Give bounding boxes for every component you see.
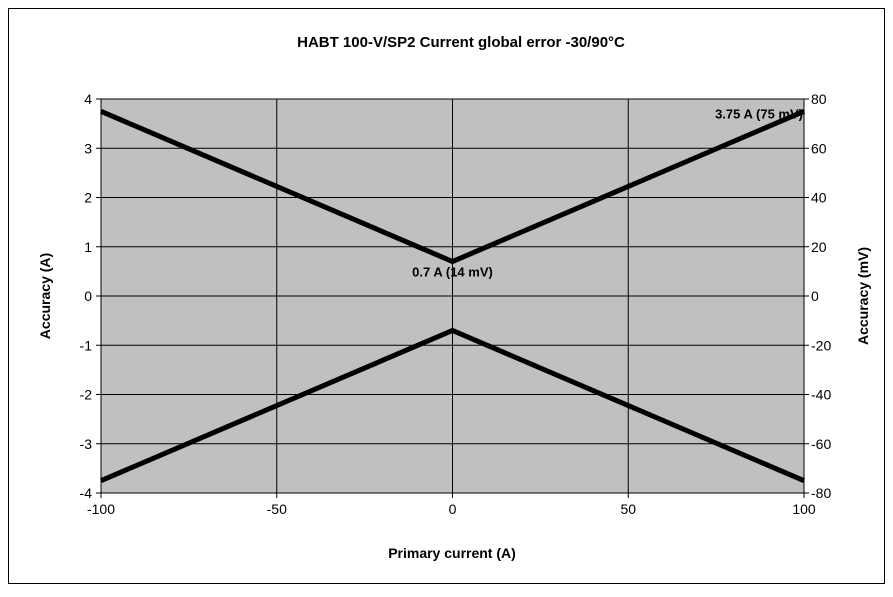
y-tick-label: -2 (80, 387, 93, 403)
tick-labels: -100 -50 0 50 100 4 3 2 1 0 -1 -2 -3 -4 80 60 40 20 0 -20 -4… (80, 91, 832, 517)
y2-axis-title: Accuracy (mV) (855, 247, 871, 345)
series-line (100, 327, 805, 483)
series-line (100, 109, 805, 265)
y2-tick-label: 0 (811, 288, 819, 304)
y-tick-label: -1 (80, 337, 93, 353)
y-tick-label: -4 (80, 485, 93, 501)
y-tick-label: 1 (84, 239, 92, 255)
data-annotation: 3.75 A (75 mV) (715, 106, 803, 121)
series-lines (100, 109, 805, 483)
x-tick-label: -50 (267, 501, 287, 517)
y2-tick-label: -80 (811, 485, 831, 501)
x-tick-label: -100 (87, 501, 115, 517)
x-axis-title: Primary current (A) (388, 545, 516, 561)
y2-tick-label: 80 (811, 91, 827, 107)
y2-tick-label: 40 (811, 190, 827, 206)
y2-tick-label: 60 (811, 140, 827, 156)
y2-tick-label: -20 (811, 337, 831, 353)
y-tick-label: -3 (80, 436, 93, 452)
y-tick-label: 3 (84, 140, 92, 156)
chart-title: HABT 100-V/SP2 Current global error -30/… (297, 34, 625, 51)
y-tick-label: 2 (84, 190, 92, 206)
y-tick-label: 4 (84, 91, 92, 107)
x-tick-label: 100 (792, 501, 816, 517)
y-tick-label: 0 (84, 288, 92, 304)
grid-lines (101, 99, 804, 493)
x-tick-label: 0 (449, 501, 457, 517)
annotations: 3.75 A (75 mV) 0.7 A (14 mV) (412, 106, 803, 279)
y2-tick-label: -40 (811, 387, 831, 403)
data-annotation: 0.7 A (14 mV) (412, 265, 493, 280)
y-axis-title: Accuracy (A) (37, 253, 53, 339)
y2-tick-label: -60 (811, 436, 831, 452)
y2-tick-label: 20 (811, 239, 827, 255)
x-tick-label: 50 (620, 501, 636, 517)
axes (96, 98, 809, 498)
